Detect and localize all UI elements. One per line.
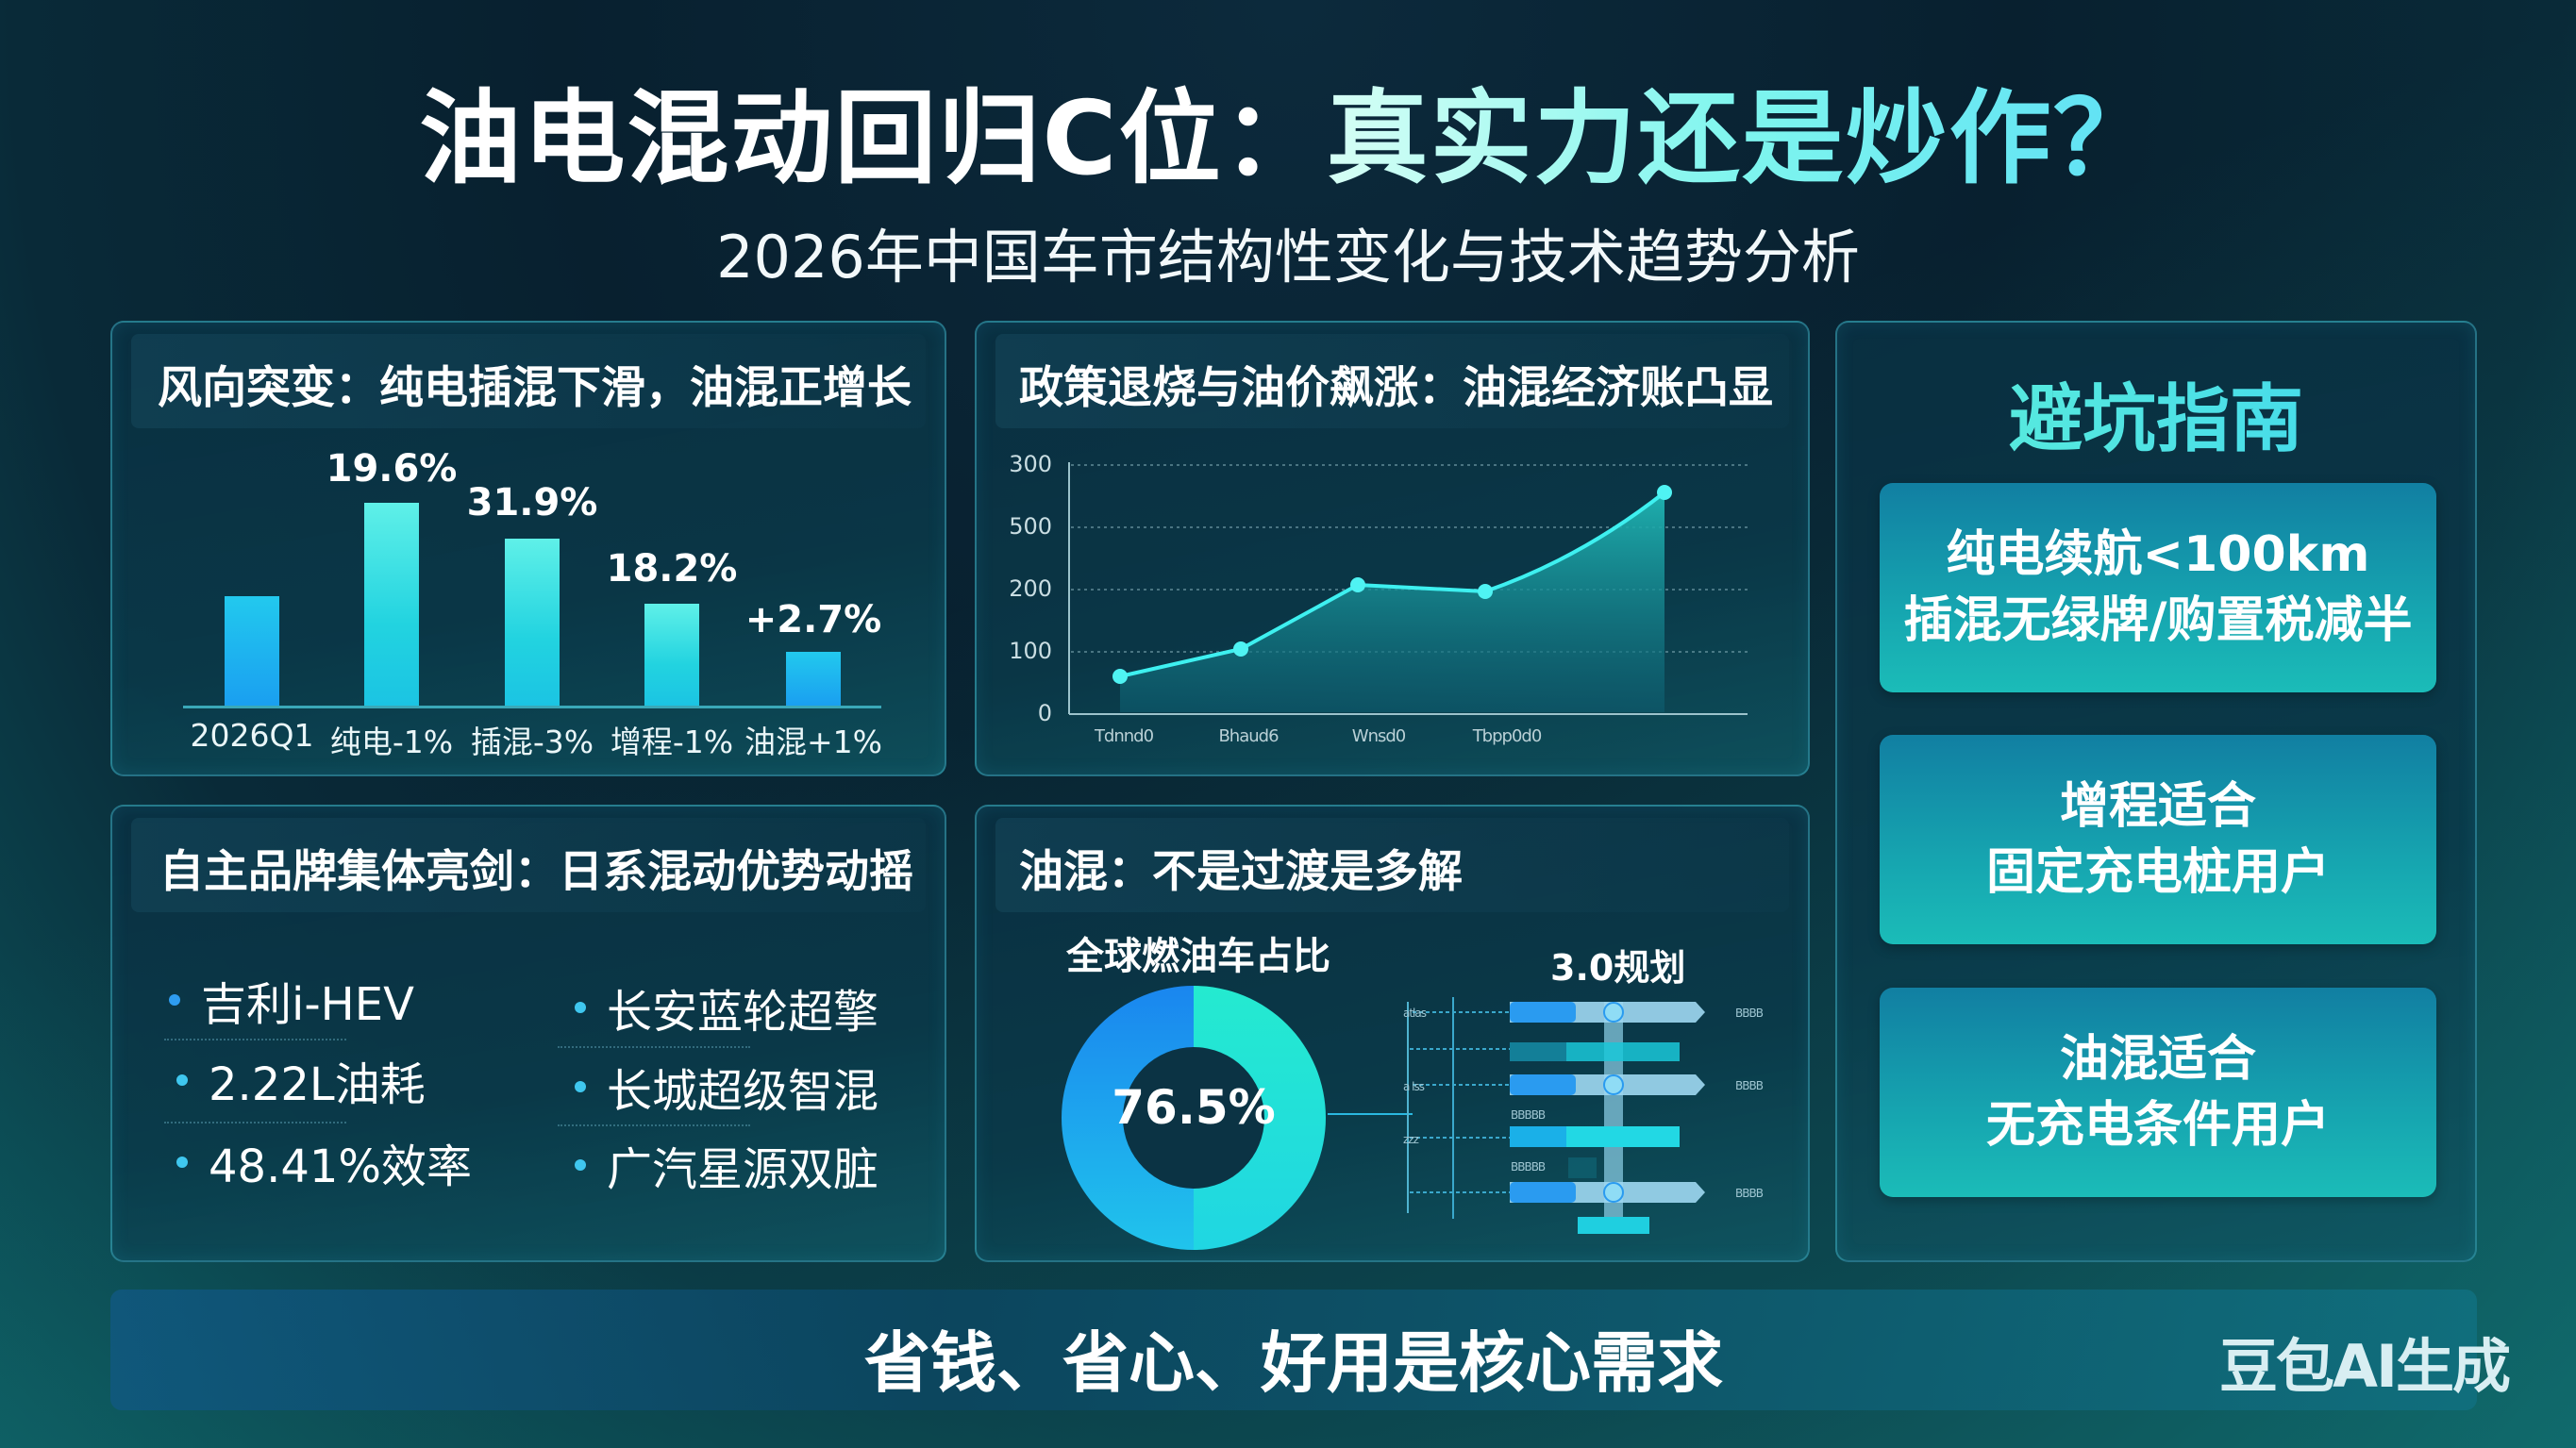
bar-2026q1 xyxy=(225,596,279,706)
divider xyxy=(558,1124,750,1126)
panel-title: 风向突变：纯电插混下滑，油混正增长 xyxy=(158,362,912,414)
plan-right-label: BBBB xyxy=(1735,1187,1764,1200)
bar-value-label: 19.6% xyxy=(326,447,458,491)
footer-tagline: 省钱、省心、好用是核心需求 xyxy=(864,1324,1723,1402)
panel-title-band xyxy=(131,334,926,428)
bar-hev xyxy=(786,652,841,706)
y-tick-label: 100 xyxy=(1009,638,1052,664)
donut-label: 全球燃油车占比 xyxy=(1066,935,1330,978)
panel-policy-oil: 政策退烧与油价飙涨：油混经济账凸显 300 500 200 100 0 xyxy=(975,321,1810,776)
plan-right-label: BBBB xyxy=(1735,1079,1764,1092)
panel-guide: 避坑指南 纯电续航<100km 插混无绿牌/购置税减半 增程适合 固定充电桩用户… xyxy=(1835,321,2477,1262)
divider xyxy=(164,1122,346,1123)
guide-card-line: 油混适合 xyxy=(2059,1031,2256,1088)
panel-market-shift: 风向突变：纯电插混下滑，油混正增长 19.6% 31.9% 18.2% +2.7… xyxy=(110,321,946,776)
plan-left-label: zzz xyxy=(1403,1133,1419,1146)
x-tick-label: Wnsd0 xyxy=(1351,726,1406,746)
bullet-icon xyxy=(169,994,180,1006)
brand-item: 广汽星源双脏 xyxy=(575,1132,878,1198)
page-title: 油电混动回归C位：真实力还是炒作？ xyxy=(0,57,2576,204)
brand-item-label: 48.41%效率 xyxy=(209,1140,473,1193)
brand-item: 48.41%效率 xyxy=(176,1129,472,1195)
plan-right-label: BBBB xyxy=(1735,1007,1764,1020)
panel-title: 自主品牌集体亮剑：日系混动优势动摇 xyxy=(159,846,913,898)
plan-mid-label: BBBBB xyxy=(1511,1160,1546,1173)
donut-center-value: 76.5% xyxy=(1112,1080,1276,1135)
y-tick-label: 500 xyxy=(1009,513,1052,540)
bar-value-label: 18.2% xyxy=(606,547,738,591)
bar-erev xyxy=(644,604,699,706)
y-tick-label: 300 xyxy=(1009,451,1052,477)
brand-item: 长安蓝轮超擎 xyxy=(575,974,878,1040)
panel-title-band xyxy=(995,334,1789,428)
x-tick-label: Tdnnd0 xyxy=(1094,726,1154,746)
guide-card-erev: 增程适合 固定充电桩用户 xyxy=(1880,735,2436,944)
bullet-icon xyxy=(176,1074,188,1086)
bar-category-label: 2026Q1 xyxy=(190,717,314,754)
panel-title: 油混：不是过渡是多解 xyxy=(1019,846,1463,898)
area-chart xyxy=(1068,462,1748,715)
y-tick-label: 200 xyxy=(1009,575,1052,602)
guide-heading: 避坑指南 xyxy=(1837,360,2475,466)
brand-item: 吉利i-HEV xyxy=(169,967,414,1033)
bullet-icon xyxy=(575,1159,586,1171)
bullet-icon xyxy=(575,1081,586,1092)
plan-left-label: a lss xyxy=(1403,1080,1425,1093)
connector-line xyxy=(1328,1113,1413,1115)
plan-diagram xyxy=(1407,997,1705,1234)
panel-hybrid-solution: 油混：不是过渡是多解 全球燃油车占比 76.5% 3.0规划 xyxy=(975,805,1810,1262)
brand-item-label: 长城超级智混 xyxy=(607,1065,879,1118)
brand-item: 2.22L油耗 xyxy=(176,1047,426,1113)
bar-bev xyxy=(364,503,419,706)
donut-chart xyxy=(1062,986,1326,1250)
bar-value-label: +2.7% xyxy=(744,598,882,641)
divider xyxy=(164,1039,346,1040)
bar-category-label: 油混+1% xyxy=(744,724,882,760)
brand-item-label: 2.22L油耗 xyxy=(209,1058,426,1111)
y-tick-label: 0 xyxy=(1037,700,1052,726)
bar-category-label: 纯电-1% xyxy=(329,724,454,760)
brand-item: 长城超级智混 xyxy=(575,1054,878,1120)
panel-title-band xyxy=(995,818,1789,912)
panel-brands: 自主品牌集体亮剑：日系混动优势动摇 吉利i-HEV 2.22L油耗 48.41%… xyxy=(110,805,946,1262)
guide-card-bev-range: 纯电续航<100km 插混无绿牌/购置税减半 xyxy=(1880,483,2436,692)
title-part-1: 油电混动回归C位： xyxy=(419,80,1327,198)
bar-category-label: 增程-1% xyxy=(610,724,734,760)
x-tick-label: Tbpp0d0 xyxy=(1472,726,1543,746)
plan-left-label: atlas xyxy=(1403,1007,1427,1020)
bullet-icon xyxy=(176,1157,188,1168)
guide-card-line: 无充电条件用户 xyxy=(1985,1097,2330,1154)
guide-card-line: 增程适合 xyxy=(2059,778,2256,835)
divider xyxy=(558,1046,750,1048)
plan-mid-label: BBBBB xyxy=(1511,1108,1546,1122)
brand-item-label: 广汽星源双脏 xyxy=(607,1143,879,1196)
x-axis-line xyxy=(183,706,881,708)
bullet-icon xyxy=(575,1002,586,1013)
guide-card-line: 纯电续航<100km xyxy=(1946,526,2370,583)
brand-item-label: 吉利i-HEV xyxy=(201,978,414,1031)
guide-card-line: 固定充电桩用户 xyxy=(1985,844,2330,901)
title-part-2: 真实力还是炒作？ xyxy=(1326,80,2157,198)
ai-watermark: 豆包AI生成 xyxy=(2219,1332,2511,1401)
footer-bar: 省钱、省心、好用是核心需求 xyxy=(110,1290,2477,1410)
page-subtitle: 2026年中国车市结构性变化与技术趋势分析 xyxy=(716,223,1860,291)
bar-phev xyxy=(505,539,560,706)
bar-value-label: 31.9% xyxy=(466,481,598,524)
x-tick-label: Bhaud6 xyxy=(1218,726,1279,746)
panel-title: 政策退烧与油价飙涨：油混经济账凸显 xyxy=(1019,362,1773,414)
guide-card-hev: 油混适合 无充电条件用户 xyxy=(1880,988,2436,1197)
panel-title-band xyxy=(131,818,926,912)
guide-card-line: 插混无绿牌/购置税减半 xyxy=(1903,592,2413,649)
plan-title: 3.0规划 xyxy=(1550,947,1686,989)
brand-item-label: 长安蓝轮超擎 xyxy=(607,986,879,1039)
bar-category-label: 插混-3% xyxy=(470,724,594,760)
